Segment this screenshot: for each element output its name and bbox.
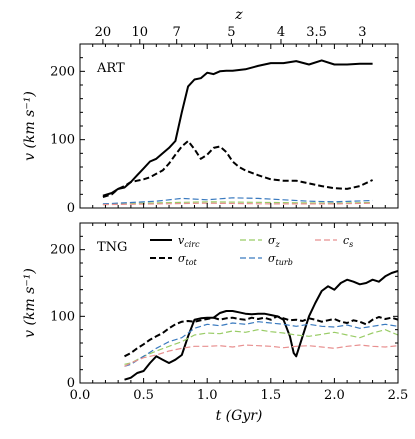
z-axis-label: z xyxy=(234,7,243,23)
legend-entry: vcirc xyxy=(178,234,200,249)
y-tick-label: 0 xyxy=(67,376,75,391)
series-line-v-circ xyxy=(102,59,373,197)
series-line-sigma-turb xyxy=(124,321,398,367)
x-tick-label: 1.0 xyxy=(197,388,218,403)
z-tick-label: 10 xyxy=(132,25,149,40)
y-tick-label: 100 xyxy=(50,309,75,324)
z-tick-label: 20 xyxy=(95,25,112,40)
series-line-sigma-tot xyxy=(124,315,398,358)
series-line-sigma-tot xyxy=(102,140,374,199)
z-tick-label: 7 xyxy=(173,25,181,40)
z-tick-label: 4 xyxy=(277,25,285,40)
y-tick-label: 0 xyxy=(67,201,75,216)
x-axis-label: t (Gyr) xyxy=(216,408,263,424)
x-tick-label: 2.5 xyxy=(388,388,409,403)
z-tick-label: 5 xyxy=(227,25,235,40)
panel-label: TNG xyxy=(97,240,127,255)
legend: vcirc σz cs σtot σturb xyxy=(150,234,353,267)
panel-label: ART xyxy=(96,61,125,76)
series-line-sigma-z xyxy=(102,201,373,206)
y-axis-label: v (km s⁻¹) xyxy=(22,268,38,338)
panel-art: 0 100 200 ART v (km s⁻¹) 20 10 7 5 4 3.5 3 z xyxy=(22,7,399,216)
panel-tng: 0 100 200 TNG v (km s⁻¹) 0.0 0.5 1.0 1.5 2.0 2.5 t … xyxy=(22,222,409,424)
legend-entry: σtot xyxy=(178,252,198,267)
legend-entry: cs xyxy=(343,234,353,249)
x-tick-label: 0.5 xyxy=(133,388,154,403)
x-tick-label: 1.5 xyxy=(260,388,281,403)
legend-entry: σz xyxy=(268,234,281,249)
series-line-c-s xyxy=(102,202,373,206)
z-tick-label: 3.5 xyxy=(306,25,327,40)
y-tick-label: 200 xyxy=(50,243,75,258)
series-line-sigma-z xyxy=(124,329,398,365)
y-tick-label: 200 xyxy=(50,64,75,79)
series-group xyxy=(102,59,374,206)
series-group xyxy=(124,270,398,381)
x-tick-label: 2.0 xyxy=(324,388,345,403)
series-line-v-circ xyxy=(124,270,398,381)
x-tick-label: 0.0 xyxy=(70,388,91,403)
series-line-sigma-turb xyxy=(102,197,373,205)
series-line-c-s xyxy=(124,344,398,367)
y-tick-label: 100 xyxy=(50,133,75,148)
legend-entry: σturb xyxy=(268,252,293,267)
y-axis-label: v (km s⁻¹) xyxy=(22,91,38,161)
z-tick-label: 3 xyxy=(358,25,366,40)
